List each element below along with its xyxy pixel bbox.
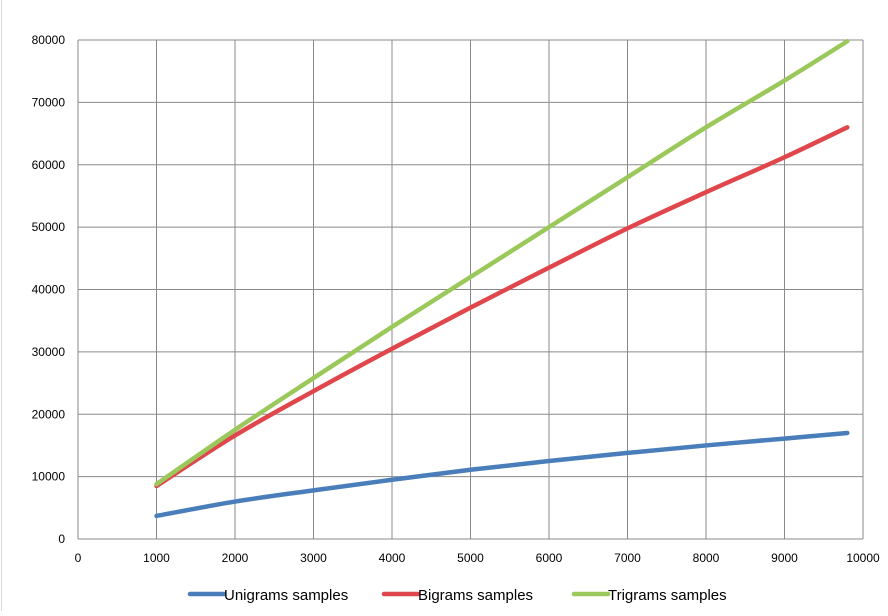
- x-tick-label: 9000: [771, 551, 798, 565]
- y-axis-tick-labels: 0 10000 20000 30000 40000 50000 60000 70000 8000…: [32, 33, 66, 546]
- x-tick-label: 4000: [379, 551, 406, 565]
- trigrams-samples-line: [154, 38, 850, 487]
- x-tick-label: 5000: [457, 551, 484, 565]
- frame-border: [1, 0, 2, 611]
- bigrams-samples-line: [154, 125, 850, 489]
- x-tick-label: 7000: [614, 551, 641, 565]
- y-tick-label: 50000: [32, 220, 66, 234]
- series-lines: [154, 38, 850, 519]
- x-tick-label: 2000: [222, 551, 249, 565]
- y-tick-label: 10000: [32, 470, 66, 484]
- y-tick-label: 80000: [32, 33, 66, 47]
- unigrams-samples-legend-label: Unigrams samples: [224, 587, 348, 604]
- x-tick-label: 10000: [846, 551, 880, 565]
- x-tick-label: 8000: [693, 551, 720, 565]
- y-tick-label: 30000: [32, 345, 66, 359]
- unigrams-samples-line: [154, 430, 850, 519]
- x-tick-label: 3000: [300, 551, 327, 565]
- gridlines: [77, 39, 864, 540]
- y-tick-label: 0: [58, 532, 65, 546]
- bigrams-samples-legend-label: Bigrams samples: [418, 587, 533, 604]
- y-tick-label: 20000: [32, 407, 66, 421]
- x-axis-tick-labels: 0 1000 2000 3000 4000 5000 6000 7000 8000 9000 100…: [75, 551, 880, 565]
- y-tick-label: 60000: [32, 158, 66, 172]
- y-tick-label: 70000: [32, 95, 66, 109]
- x-tick-label: 6000: [536, 551, 563, 565]
- y-tick-label: 40000: [32, 283, 66, 297]
- x-tick-label: 0: [75, 551, 82, 565]
- x-tick-label: 1000: [143, 551, 170, 565]
- trigrams-samples-legend-label: Trigrams samples: [608, 587, 727, 604]
- legend: Unigrams samples Bigrams samples Trigrams …: [187, 587, 727, 604]
